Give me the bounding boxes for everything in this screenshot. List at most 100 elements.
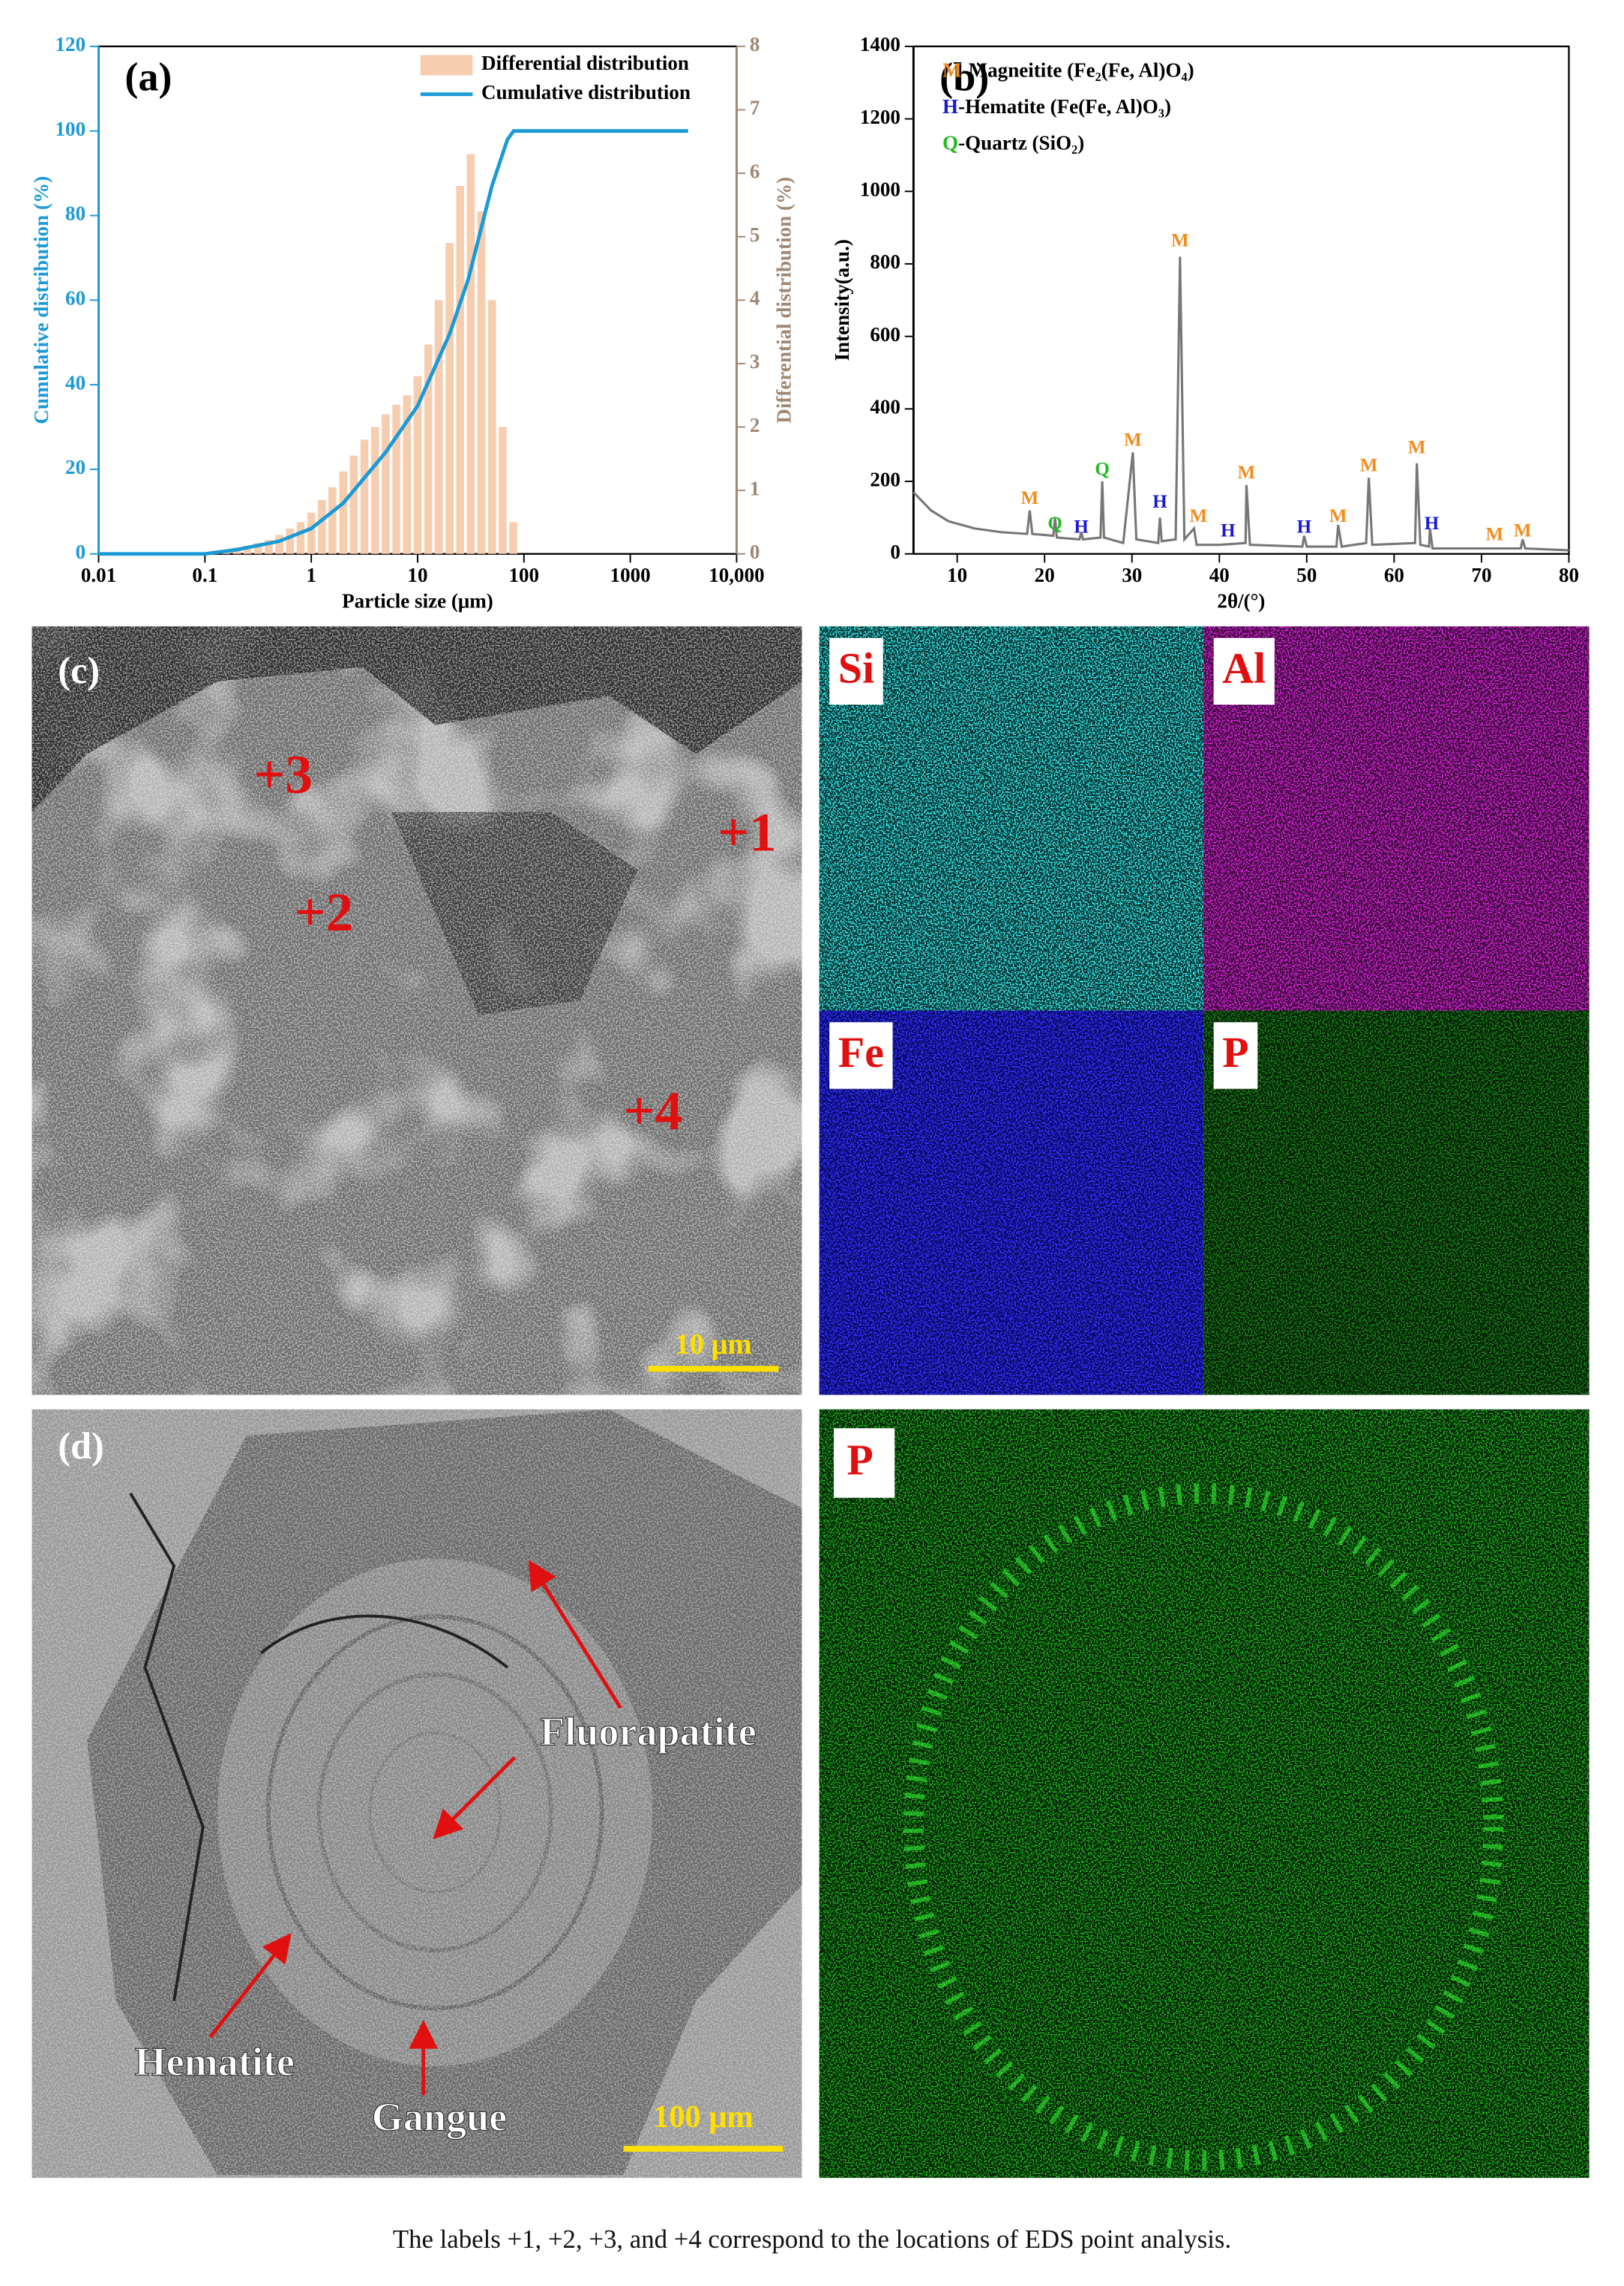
mineral-label: Gangue: [372, 2095, 507, 2140]
peak-label: H: [1425, 514, 1440, 534]
map-si-signal: [819, 626, 1204, 1011]
map-label-box: [829, 637, 883, 705]
legend-text: -Quartz (SiO₂): [958, 132, 1084, 154]
peak-label: M: [1360, 455, 1378, 475]
map-label: Fe: [829, 1022, 893, 1089]
y2-tick-label: 1: [750, 477, 760, 499]
y-tick-label: 600: [870, 323, 900, 346]
sem-image-c: [31, 626, 802, 1395]
point-label: +1: [718, 802, 777, 863]
mineral-labels: Fluorapatite Hematite Gangue: [134, 1709, 757, 2141]
x-axis-label: 2θ/(°): [1217, 590, 1265, 613]
x-tick-label: 70: [1471, 564, 1491, 586]
bar: [349, 455, 358, 554]
point-label: +2: [295, 882, 354, 942]
bar: [275, 535, 283, 554]
legend-symbol: Q: [942, 132, 958, 154]
chart-title: (a): [124, 55, 172, 100]
map-label: P: [1213, 1022, 1258, 1089]
bar: [499, 427, 507, 554]
bar: [296, 522, 305, 554]
peak-label: H: [1297, 517, 1312, 538]
peak-label: Q: [1047, 514, 1062, 534]
arrow: [208, 1933, 292, 2039]
y2-tick-label: 2: [750, 414, 760, 436]
y2-tick-label: 7: [750, 97, 760, 119]
sem-crack: [129, 1492, 509, 2002]
peak-label: M: [1486, 524, 1504, 544]
y2-tick-label: 6: [750, 160, 760, 182]
y-tick-label: 20: [65, 456, 85, 478]
bar: [253, 543, 262, 554]
peak-label: M: [1171, 231, 1189, 251]
x-axis-label: Particle size (μm): [342, 590, 493, 613]
bar: [466, 154, 475, 554]
sem-image-d: [31, 1409, 802, 2178]
x-tick-label: 30: [1122, 564, 1142, 586]
y-tick-label: 100: [55, 118, 86, 140]
panel-label: (c): [58, 649, 100, 691]
legend-entry: M-Magneitite (Fe₂(Fe, Al)O₄): [942, 59, 1194, 82]
map-label: Si: [829, 637, 883, 705]
bar: [328, 487, 337, 554]
map-label-box: [829, 1022, 893, 1089]
x-tick-label: 60: [1384, 564, 1404, 586]
y-tick-label: 800: [870, 250, 900, 273]
y-tick-label: 40: [65, 371, 85, 394]
scale-bar-label: 100 μm: [653, 2099, 754, 2135]
mineral-label: Hematite: [135, 2039, 295, 2084]
legend-label: Differential distribution: [481, 52, 689, 74]
map-label: Al: [1213, 637, 1275, 705]
y-tick-label: 1200: [860, 106, 900, 128]
y-tick-label: 400: [870, 396, 900, 418]
legend-entry: Q-Quartz (SiO₂): [942, 132, 1084, 154]
bar: [434, 300, 443, 554]
y2-axis-label: Differential distribution (%): [772, 177, 795, 424]
legend-label: Cumulative distribution: [481, 81, 691, 103]
x-tick-label: 1000: [610, 564, 651, 586]
y-tick-label: 0: [890, 541, 900, 563]
peak-label: M: [1124, 430, 1142, 451]
bar: [445, 243, 454, 554]
bar: [392, 404, 400, 554]
sem-grain: [31, 1409, 802, 2178]
map-label-text: Fe: [838, 1028, 884, 1077]
y-tick-label: 200: [870, 468, 900, 490]
bar: [318, 499, 326, 554]
y-tick-label: 1400: [860, 33, 900, 55]
x-tick-label: 0.01: [81, 564, 116, 586]
x-tick-label: 50: [1296, 564, 1317, 586]
mineral-label: Fluorapatite: [540, 1709, 757, 1754]
arrows: [208, 1559, 622, 2096]
y-axis-label: Intensity(a.u.): [831, 239, 853, 361]
map-label-text: P: [1222, 1028, 1248, 1077]
peak-label: Q: [1095, 459, 1110, 479]
y-tick-label: 0: [76, 541, 86, 563]
chart: 10 20 30 40 50 60 70 80020040060080010001200140…: [831, 33, 1579, 613]
legend-symbol: M: [942, 59, 962, 82]
map-label-box: [834, 1428, 895, 1498]
map-label-text: P: [846, 1436, 873, 1485]
legend-text: -Magneitite (Fe₂(Fe, Al)O₄): [962, 59, 1194, 82]
y-tick-label: 120: [55, 33, 86, 55]
peak-label: H: [1074, 517, 1089, 538]
peak-label: M: [1189, 506, 1207, 526]
legend-text: -Hematite (Fe(Fe, Al)O₃): [958, 95, 1171, 118]
map-p-signal: [1203, 1010, 1590, 1395]
bar: [509, 522, 517, 554]
bar: [477, 211, 486, 554]
legend-symbol: H: [942, 95, 958, 118]
peak-label: H: [1152, 492, 1167, 512]
y2-tick-label: 3: [750, 350, 760, 373]
x-tick-label: 40: [1209, 564, 1230, 586]
chart-title: (b): [939, 55, 989, 100]
eds-maps: [819, 626, 1590, 1395]
point-label: +4: [624, 1080, 683, 1141]
arrow: [528, 1559, 622, 1709]
x-tick-label: 10: [947, 564, 967, 586]
bar: [403, 395, 412, 554]
map-label: P: [834, 1428, 895, 1498]
legend-swatch: [420, 55, 473, 76]
peak-label: M: [1408, 437, 1426, 457]
